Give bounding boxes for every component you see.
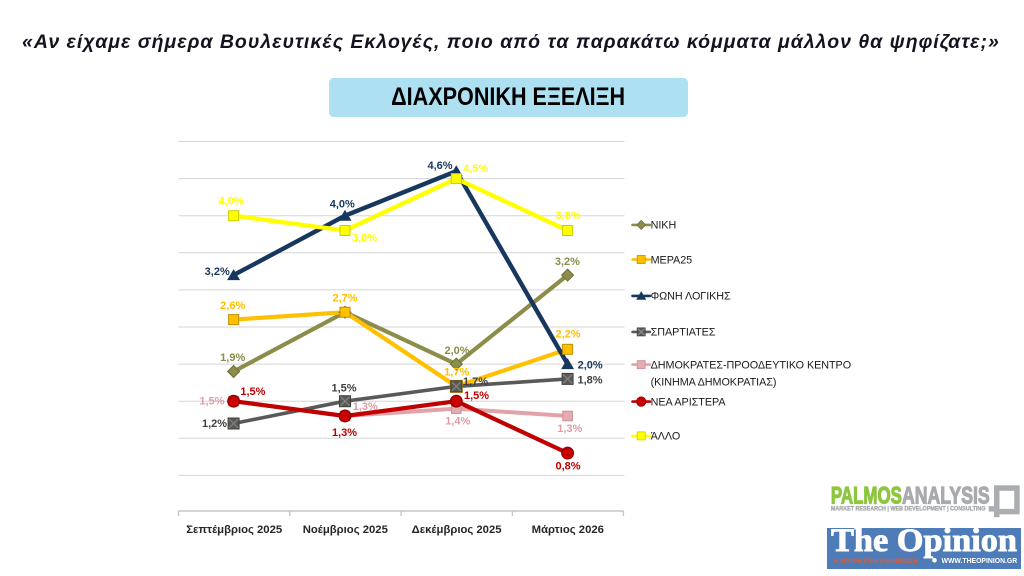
- svg-text:1,5%: 1,5%: [464, 390, 489, 402]
- svg-text:2,2%: 2,2%: [555, 329, 580, 341]
- svg-text:ΣΠΑΡΤΙΑΤΕΣ: ΣΠΑΡΤΙΑΤΕΣ: [651, 327, 716, 339]
- svg-text:ΝΙΚΗ: ΝΙΚΗ: [651, 220, 677, 232]
- svg-text:PALMOS: PALMOS: [831, 482, 902, 509]
- svg-text:2,7%: 2,7%: [332, 293, 357, 305]
- svg-text:3,8%: 3,8%: [352, 232, 377, 244]
- svg-text:1,5%: 1,5%: [199, 396, 224, 408]
- svg-text:Η ΑΠΟΨΗ ΣΤΗΝ ΕΝΗΜΕΡΩΣΗ: Η ΑΠΟΨΗ ΣΤΗΝ ΕΝΗΜΕΡΩΣΗ: [834, 558, 918, 565]
- svg-text:1,2%: 1,2%: [202, 418, 227, 430]
- svg-text:ΔΗΜΟΚΡΑΤΕΣ-ΠΡΟΟΔΕΥΤΙΚΟ ΚΕΝΤΡΟ: ΔΗΜΟΚΡΑΤΕΣ-ΠΡΟΟΔΕΥΤΙΚΟ ΚΕΝΤΡΟ: [651, 359, 851, 371]
- svg-text:ΆΛΛΟ: ΆΛΛΟ: [651, 431, 681, 443]
- svg-text:ΜΕΡΑ25: ΜΕΡΑ25: [651, 254, 693, 266]
- svg-text:1,8%: 1,8%: [578, 375, 603, 387]
- svg-text:1,5%: 1,5%: [240, 386, 265, 398]
- svg-text:1,3%: 1,3%: [332, 427, 357, 439]
- svg-text:3,2%: 3,2%: [555, 256, 580, 268]
- svg-text:1,4%: 1,4%: [445, 416, 470, 428]
- svg-text:4,5%: 4,5%: [463, 163, 488, 175]
- svg-text:1,3%: 1,3%: [353, 401, 378, 413]
- svg-text:Δεκέμβριος 2025: Δεκέμβριος 2025: [412, 524, 502, 536]
- svg-text:ΦΩΝΗ ΛΟΓΙΚΗΣ: ΦΩΝΗ ΛΟΓΙΚΗΣ: [651, 291, 731, 303]
- svg-text:4,0%: 4,0%: [330, 199, 355, 211]
- svg-text:(ΚΙΝΗΜΑ ΔΗΜΟΚΡΑΤΙΑΣ): (ΚΙΝΗΜΑ ΔΗΜΟΚΡΑΤΙΑΣ): [651, 376, 777, 388]
- svg-text:3,8%: 3,8%: [556, 210, 581, 222]
- svg-text:1,9%: 1,9%: [220, 352, 245, 364]
- svg-text:1,3%: 1,3%: [557, 423, 582, 435]
- svg-text:1,7%: 1,7%: [463, 376, 488, 388]
- svg-text:1,5%: 1,5%: [331, 383, 356, 395]
- svg-text:The Opinion: The Opinion: [831, 523, 1017, 559]
- svg-text:2,0%: 2,0%: [578, 360, 603, 372]
- svg-text:2,6%: 2,6%: [220, 300, 245, 312]
- svg-text:WWW.THEOPINION.GR: WWW.THEOPINION.GR: [942, 556, 1018, 565]
- svg-text:3,2%: 3,2%: [205, 266, 230, 278]
- svg-text:4,6%: 4,6%: [427, 160, 452, 172]
- svg-text:ΝΕΑ ΑΡΙΣΤΕΡΑ: ΝΕΑ ΑΡΙΣΤΕΡΑ: [651, 396, 727, 408]
- svg-text:MARKET RESEARCH | WEB DEVELOPM: MARKET RESEARCH | WEB DEVELOPMENT | CONS…: [831, 505, 986, 512]
- svg-text:0,8%: 0,8%: [555, 461, 580, 473]
- svg-text:2,0%: 2,0%: [444, 345, 469, 357]
- svg-text:Σεπτέμβριος 2025: Σεπτέμβριος 2025: [186, 524, 282, 536]
- svg-text:1,7%: 1,7%: [444, 367, 469, 379]
- svg-text:4,0%: 4,0%: [218, 196, 243, 208]
- svg-text:ANALYSIS: ANALYSIS: [902, 482, 990, 509]
- svg-text:Νοέμβριος 2025: Νοέμβριος 2025: [303, 524, 388, 536]
- svg-text:Μάρτιος 2026: Μάρτιος 2026: [532, 524, 604, 536]
